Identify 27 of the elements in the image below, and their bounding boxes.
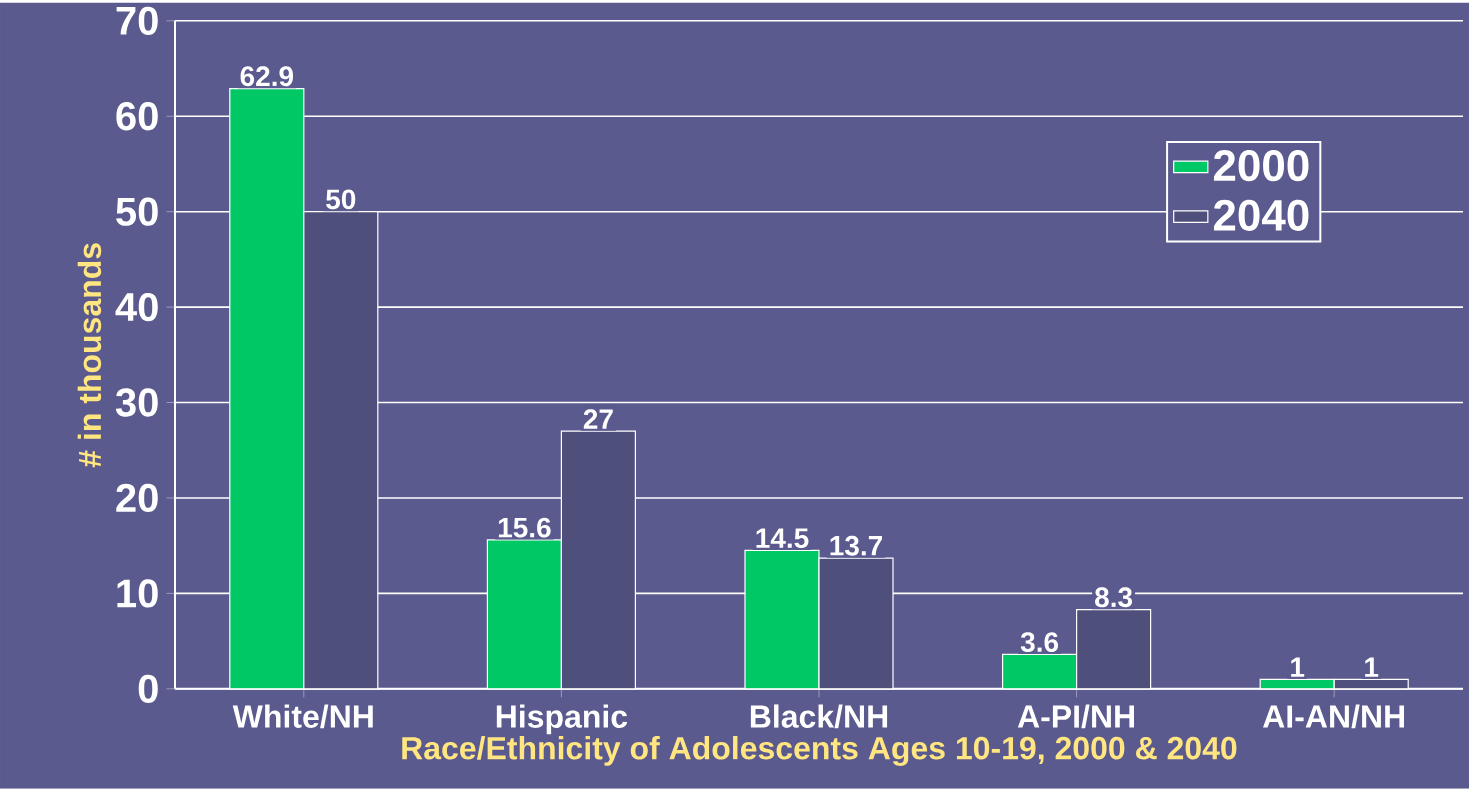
y-tick-label: 40 <box>115 293 158 322</box>
data-label: 50 <box>326 189 356 210</box>
data-label: 8.3 <box>1095 587 1133 608</box>
y-tick-label: 20 <box>116 483 158 513</box>
data-label: 1 <box>1291 657 1305 677</box>
x-tick-label: A-PI/NH <box>1017 704 1134 729</box>
y-tick-label: 0 <box>138 674 158 704</box>
y-tick-label: 10 <box>117 579 158 608</box>
x-tick-label: White/NH <box>232 704 373 729</box>
y-tick-label: 60 <box>116 102 158 131</box>
data-label: 1 <box>1365 657 1379 677</box>
y-tick-label: 50 <box>116 197 158 226</box>
y-tick-label: 30 <box>115 388 158 417</box>
y-tick-label: 70 <box>116 6 158 36</box>
x-tick-label: Black/NH <box>750 704 888 729</box>
data-label: 62.9 <box>240 66 294 87</box>
data-label: 13.7 <box>830 535 883 556</box>
legend-label: 2040 <box>1213 199 1309 232</box>
x-tick-label: AI-AN/NH <box>1262 704 1405 729</box>
data-label: 15.6 <box>498 517 551 538</box>
x-axis-title: Race/Ethnicity of Adolescents Ages 10-19, 2000 & 2040 <box>402 736 1237 767</box>
y-axis-title: # in thousands <box>77 243 102 468</box>
data-label: 14.5 <box>756 528 809 549</box>
data-label: 3.6 <box>1020 632 1059 653</box>
legend-label: 2000 <box>1213 150 1309 182</box>
data-label: 27 <box>583 409 613 429</box>
x-tick-label: Hispanic <box>496 704 628 735</box>
